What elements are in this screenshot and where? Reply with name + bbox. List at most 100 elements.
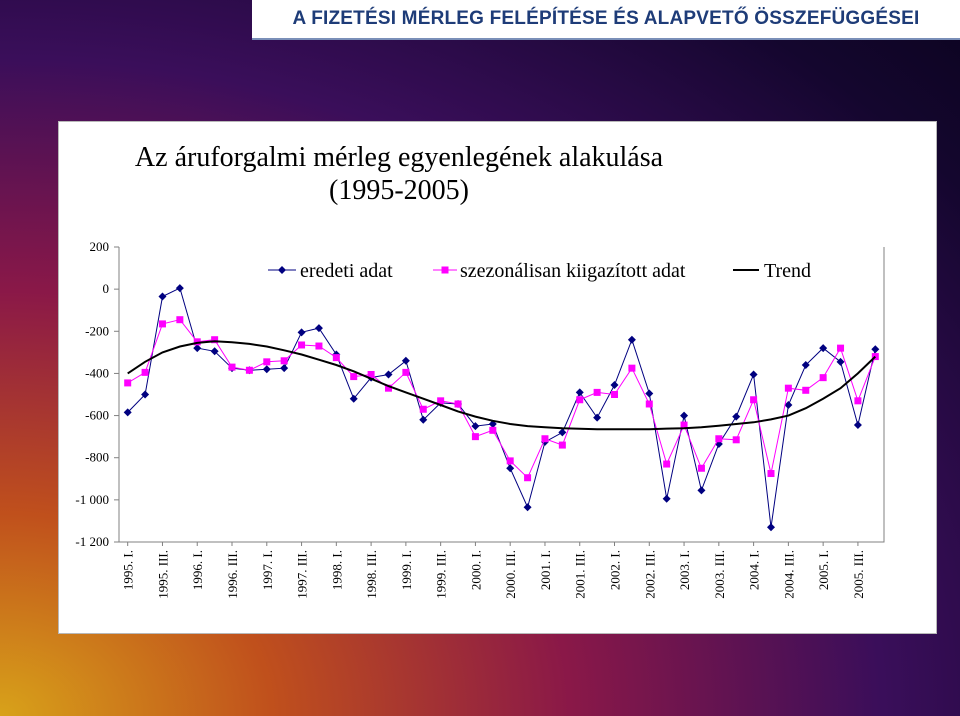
x-tick-label: 2005. I. — [816, 550, 831, 590]
data-point — [732, 436, 740, 444]
x-tick-label: 1999. III. — [434, 550, 449, 599]
data-point — [419, 405, 427, 413]
data-point — [853, 421, 862, 430]
x-tick-label: 2000. I. — [468, 550, 483, 590]
data-point — [802, 386, 810, 394]
balance-chart: Az áruforgalmi mérleg egyenlegének alaku… — [75, 142, 885, 599]
data-point — [645, 400, 653, 408]
data-point — [575, 388, 584, 397]
data-point — [697, 486, 706, 495]
data-point — [384, 370, 393, 379]
data-point — [489, 426, 497, 434]
data-point — [384, 384, 392, 392]
data-point — [471, 433, 479, 441]
data-point — [523, 503, 532, 512]
data-point — [541, 435, 549, 443]
y-tick-label: -600 — [85, 408, 109, 423]
legend-label: eredeti adat — [300, 260, 393, 282]
data-point — [280, 357, 288, 365]
data-point — [680, 421, 688, 429]
data-point — [454, 400, 462, 408]
data-point — [193, 338, 201, 346]
data-point — [558, 428, 567, 437]
data-point — [871, 353, 879, 361]
data-point — [697, 464, 705, 472]
data-point — [506, 464, 515, 473]
data-point — [124, 379, 132, 387]
data-point — [854, 397, 862, 405]
data-point — [680, 411, 689, 420]
data-point — [419, 415, 428, 424]
x-tick-label: 2002. III. — [642, 550, 657, 599]
y-tick-label: 0 — [103, 281, 110, 296]
chart-title: Az áruforgalmi mérleg egyenlegének alaku… — [135, 142, 664, 173]
data-point — [524, 474, 532, 482]
data-point — [141, 390, 150, 399]
legend-label: szezonálisan kiigazított adat — [460, 260, 686, 282]
x-tick-label: 2004. I. — [747, 550, 762, 590]
data-point — [245, 366, 253, 374]
x-tick-label: 1999. I. — [399, 550, 414, 590]
data-point — [158, 320, 166, 328]
x-tick-label: 1995. III. — [155, 550, 170, 599]
x-tick-label: 2003. III. — [712, 550, 727, 599]
data-point — [262, 365, 271, 374]
data-point — [732, 412, 741, 421]
data-point — [558, 441, 566, 449]
data-point — [297, 328, 306, 337]
data-point — [627, 335, 636, 344]
x-tick-label: 2002. I. — [608, 550, 623, 590]
data-point — [176, 316, 184, 324]
data-point — [784, 384, 792, 392]
legend-label: Trend — [764, 260, 811, 282]
data-point — [766, 523, 775, 532]
data-point — [350, 373, 358, 381]
y-tick-label: -200 — [85, 323, 109, 338]
y-tick-label: -1 000 — [75, 492, 109, 507]
data-point — [315, 342, 323, 350]
x-tick-label: 1998. III. — [364, 550, 379, 599]
data-point — [593, 388, 601, 396]
data-point — [662, 494, 671, 503]
data-point — [628, 364, 636, 372]
data-point — [749, 370, 758, 379]
x-tick-label: 1998. I. — [329, 550, 344, 590]
x-tick-label: 2005. III. — [851, 550, 866, 599]
data-point — [314, 324, 323, 333]
chart-legend: eredeti adat szezonálisan kiigazított ada… — [268, 260, 811, 282]
x-tick-label: 1995. I. — [121, 550, 136, 590]
data-point — [715, 435, 723, 443]
data-point — [801, 361, 810, 369]
chart-subtitle: (1995-2005) — [329, 175, 469, 206]
data-point — [263, 358, 271, 366]
data-point — [437, 397, 445, 405]
data-point — [819, 344, 828, 353]
x-tick-label: 1997. III. — [295, 550, 310, 599]
data-point — [837, 344, 845, 352]
x-tick-label: 2004. III. — [781, 550, 796, 599]
y-tick-label: -800 — [85, 450, 109, 465]
legend-marker — [441, 266, 449, 274]
plot-frame — [118, 247, 885, 543]
x-tick-label: 2003. I. — [677, 550, 692, 590]
data-point — [506, 457, 514, 465]
x-tick-label: 1996. III. — [225, 550, 240, 599]
data-point — [836, 357, 845, 366]
data-point — [402, 368, 410, 376]
data-point — [211, 336, 219, 344]
data-point — [158, 292, 167, 301]
page-title: A FIZETÉSI MÉRLEG FELÉPÍTÉSE ÉS ALAPVETŐ… — [252, 0, 960, 40]
data-point — [367, 370, 375, 378]
x-tick-label: 2000. III. — [503, 550, 518, 599]
data-point — [784, 401, 793, 410]
data-point — [228, 363, 236, 371]
data-point — [611, 391, 619, 398]
data-point — [576, 396, 584, 404]
data-point — [210, 347, 219, 356]
data-point — [401, 356, 410, 365]
x-tick-label: 1997. I. — [260, 550, 275, 590]
data-point — [819, 374, 827, 382]
data-point — [123, 408, 132, 417]
data-point — [349, 394, 358, 403]
legend-marker — [278, 266, 286, 274]
